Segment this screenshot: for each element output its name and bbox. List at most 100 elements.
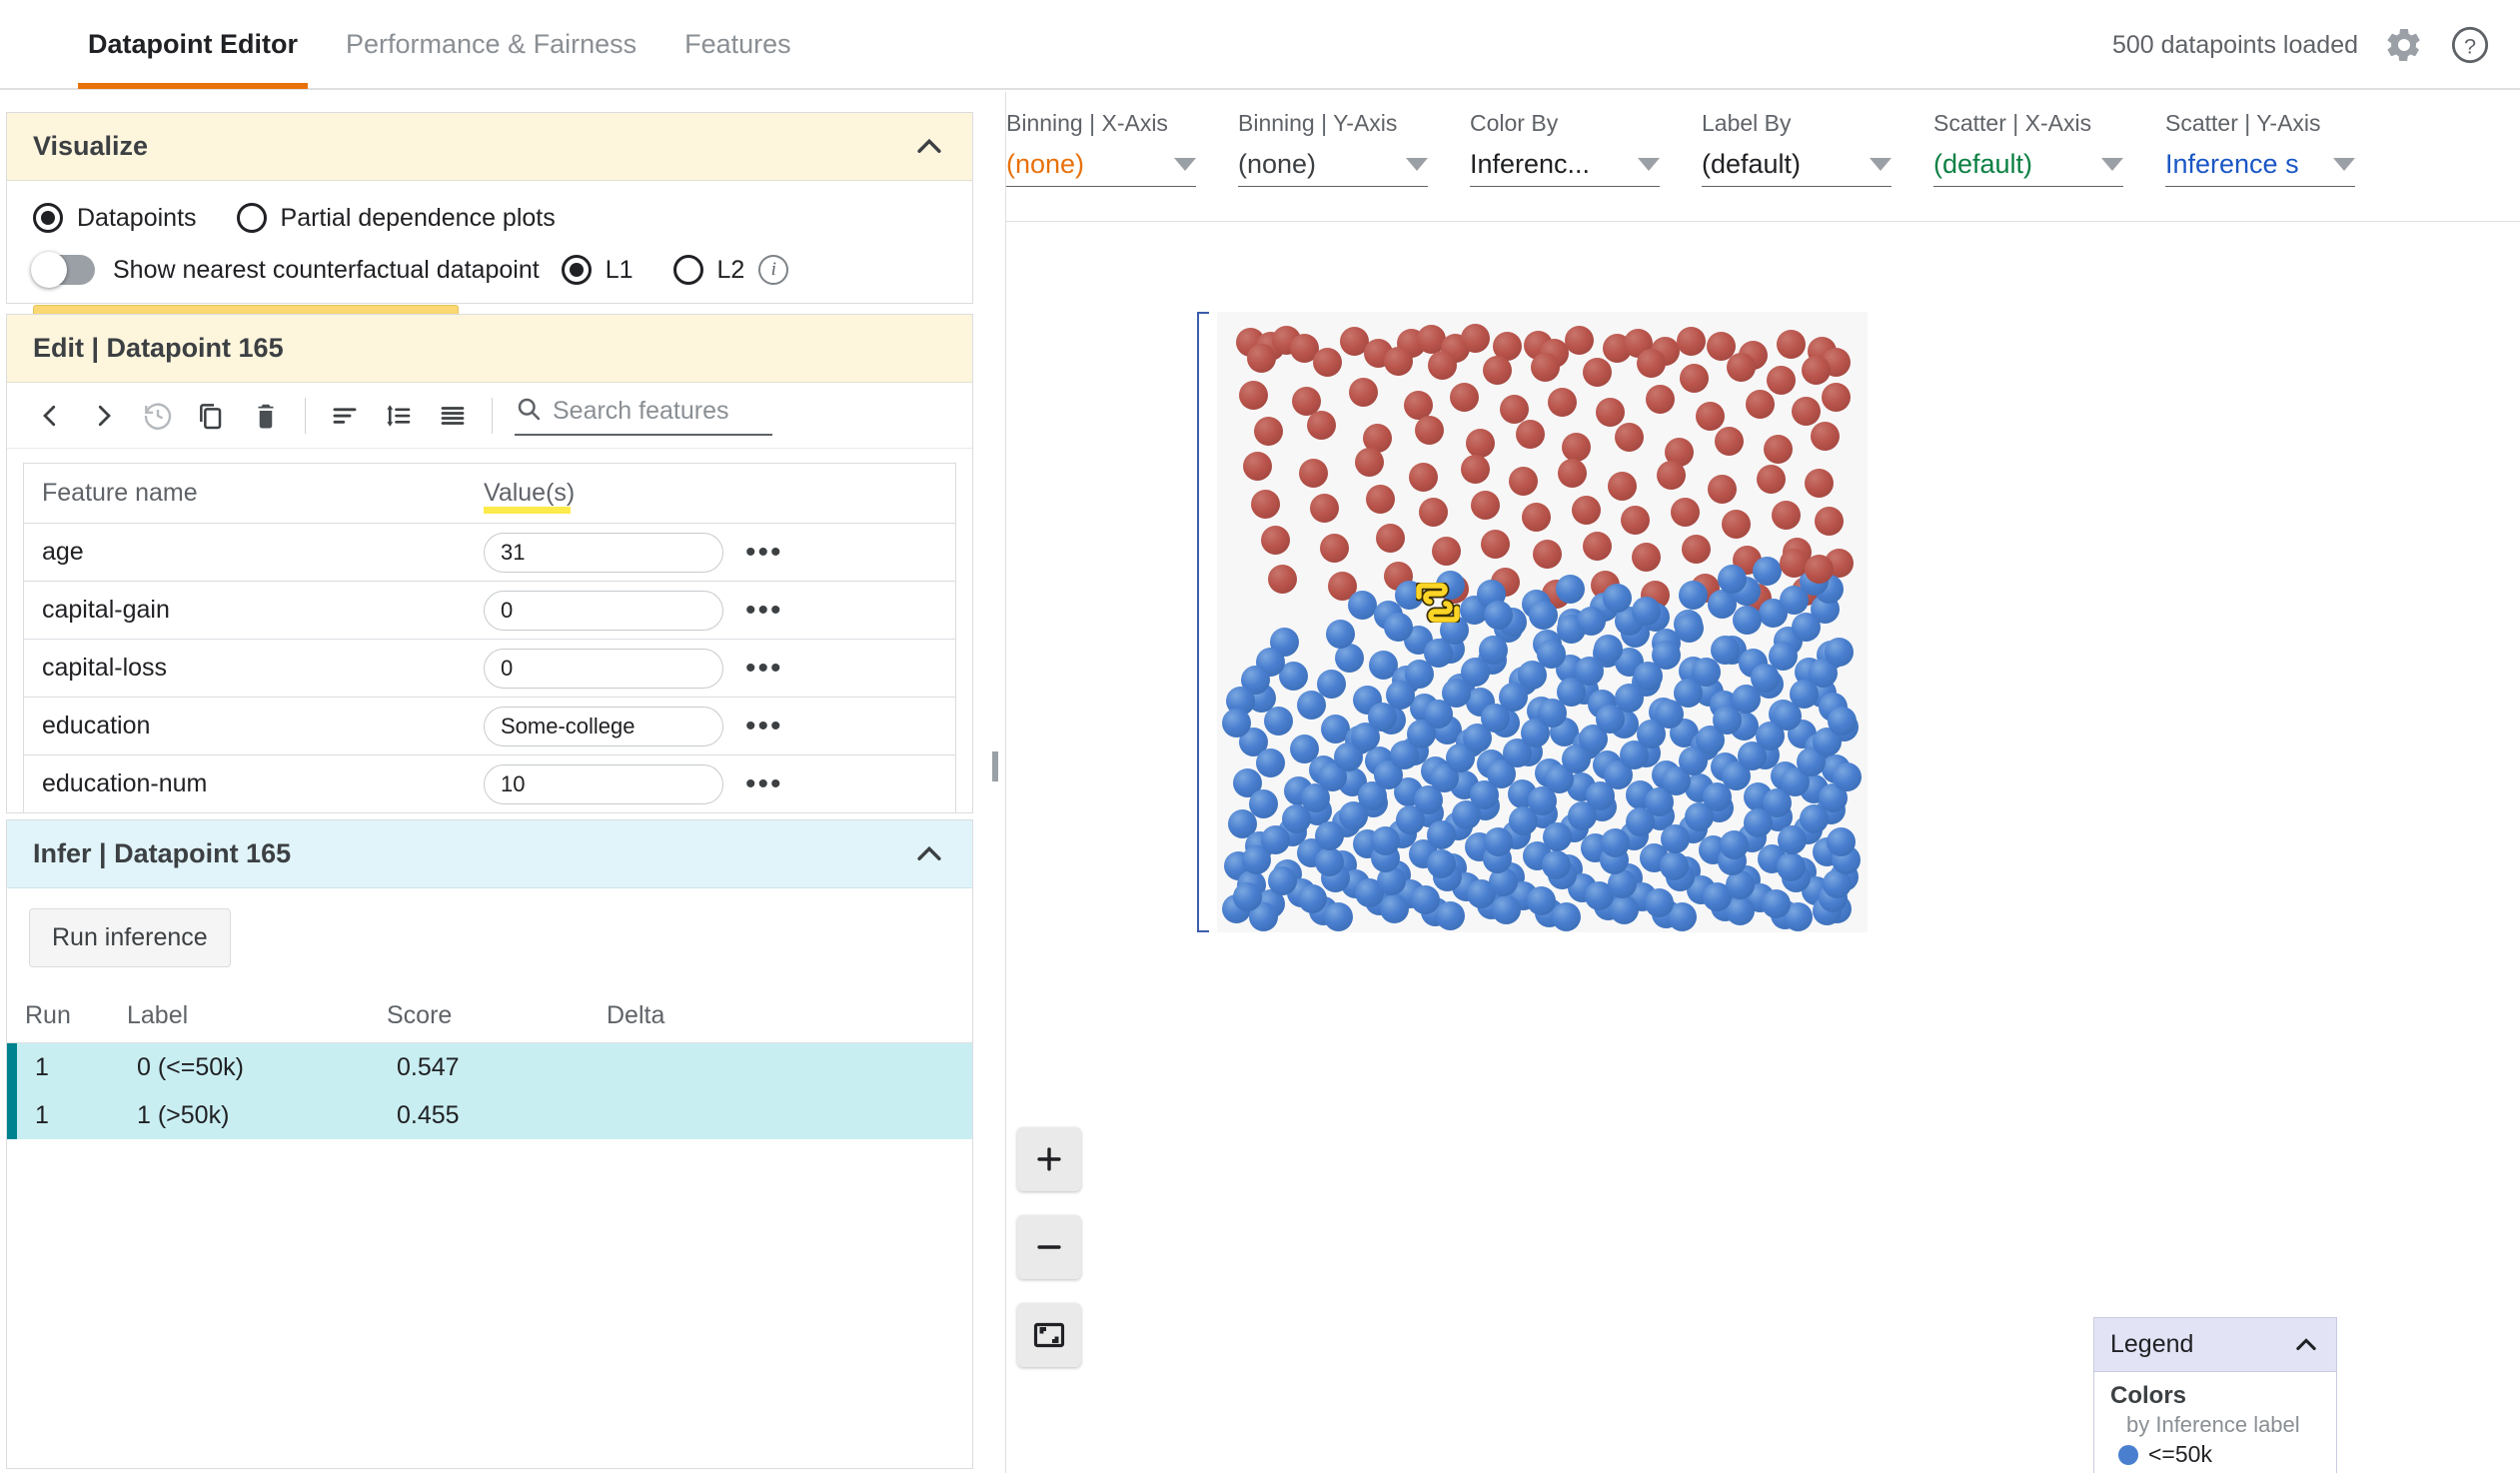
- scatter-point[interactable]: [1450, 383, 1480, 413]
- scatter-point[interactable]: [1804, 468, 1834, 498]
- scatter-point[interactable]: [1593, 635, 1623, 665]
- scatter-plot-area[interactable]: [1217, 312, 1868, 932]
- selected-datapoint-marker[interactable]: [1414, 581, 1462, 625]
- infer-header[interactable]: Infer | Datapoint 165: [7, 820, 972, 888]
- fit-to-screen-icon[interactable]: [1017, 1303, 1081, 1367]
- tab-datapoint-editor[interactable]: Datapoint Editor: [64, 0, 322, 89]
- legend-entry[interactable]: <=50k: [2110, 1441, 2320, 1468]
- overflow-menu-icon[interactable]: •••: [745, 593, 783, 627]
- sort-short-icon[interactable]: [318, 389, 372, 443]
- delete-datapoint-icon[interactable]: [239, 389, 293, 443]
- scatter-point[interactable]: [1804, 554, 1834, 584]
- scatter-point[interactable]: [1767, 366, 1797, 396]
- select-color-by[interactable]: Inferenc...: [1470, 149, 1660, 187]
- scatter-point[interactable]: [1727, 353, 1757, 383]
- feature-value-input[interactable]: 10: [484, 763, 723, 804]
- scatter-point[interactable]: [1733, 605, 1763, 635]
- search-input[interactable]: [553, 397, 772, 426]
- scatter-point[interactable]: [1811, 421, 1840, 451]
- scatter-point[interactable]: [1435, 901, 1465, 931]
- search-features-box[interactable]: [515, 395, 772, 436]
- scatter-point[interactable]: [1491, 894, 1521, 924]
- overflow-menu-icon[interactable]: •••: [745, 535, 783, 569]
- scatter-point[interactable]: [1596, 397, 1626, 427]
- scatter-point[interactable]: [1644, 887, 1674, 917]
- radio-l2[interactable]: [672, 255, 703, 285]
- tab-performance-fairness[interactable]: Performance & Fairness: [322, 0, 660, 89]
- scatter-point[interactable]: [1659, 850, 1689, 880]
- scatter-point[interactable]: [1801, 356, 1831, 386]
- scatter-point[interactable]: [1315, 846, 1345, 876]
- scatter-point[interactable]: [1632, 542, 1662, 572]
- scatter-point[interactable]: [1427, 820, 1457, 850]
- scatter-point[interactable]: [1776, 852, 1806, 882]
- counterfactual-toggle[interactable]: [31, 252, 95, 288]
- scatter-point[interactable]: [1366, 484, 1396, 514]
- scatter-point[interactable]: [1582, 532, 1612, 562]
- previous-datapoint-icon[interactable]: [23, 389, 77, 443]
- sort-full-icon[interactable]: [426, 389, 480, 443]
- select-binning-y-axis[interactable]: (none): [1238, 149, 1428, 187]
- scatter-point[interactable]: [1565, 326, 1595, 356]
- scatter-point[interactable]: [1615, 423, 1645, 453]
- scatter-point[interactable]: [1319, 534, 1349, 563]
- scatter-point[interactable]: [1268, 565, 1297, 595]
- chevron-down-icon[interactable]: [1870, 158, 1891, 171]
- select-scatter-y-axis[interactable]: Inference s: [2165, 149, 2355, 187]
- radio-partial-dependence-plots[interactable]: [236, 203, 267, 233]
- scatter-point[interactable]: [1678, 581, 1708, 611]
- overflow-menu-icon[interactable]: •••: [745, 709, 783, 742]
- select-label-by[interactable]: (default): [1702, 149, 1891, 187]
- scatter-point[interactable]: [1408, 462, 1438, 492]
- scatter-point[interactable]: [1263, 707, 1293, 736]
- select-binning-x-axis[interactable]: (none): [1006, 149, 1196, 187]
- scatter-point[interactable]: [1260, 824, 1290, 854]
- scatter-point[interactable]: [1254, 417, 1284, 447]
- scatter-point[interactable]: [1460, 455, 1490, 485]
- scatter-point[interactable]: [1403, 391, 1433, 421]
- scatter-point[interactable]: [1825, 637, 1855, 667]
- scatter-point[interactable]: [1297, 884, 1327, 914]
- scatter-point[interactable]: [1610, 895, 1640, 925]
- scatter-point[interactable]: [1607, 471, 1637, 501]
- chevron-up-icon[interactable]: [912, 837, 946, 871]
- scatter-point[interactable]: [1299, 458, 1329, 488]
- feature-value-input[interactable]: Some-college: [484, 706, 723, 746]
- radio-l1[interactable]: [561, 255, 592, 285]
- scatter-point[interactable]: [1815, 507, 1845, 537]
- scatter-point[interactable]: [1636, 348, 1666, 378]
- scatter-point[interactable]: [1779, 548, 1809, 578]
- scatter-point[interactable]: [1414, 415, 1444, 445]
- scatter-point[interactable]: [1470, 490, 1500, 520]
- scatter-point[interactable]: [1243, 452, 1273, 482]
- scatter-point[interactable]: [1601, 828, 1631, 858]
- scatter-point[interactable]: [1571, 495, 1601, 525]
- scatter-point[interactable]: [1576, 606, 1606, 636]
- radio-datapoints[interactable]: [33, 203, 63, 233]
- scatter-point[interactable]: [1484, 600, 1514, 630]
- scatter-point[interactable]: [1791, 612, 1821, 642]
- edit-header[interactable]: Edit | Datapoint 165: [7, 315, 972, 383]
- scatter-point[interactable]: [1296, 690, 1326, 720]
- chevron-up-icon[interactable]: [2292, 1331, 2320, 1359]
- scatter-point[interactable]: [1347, 591, 1377, 621]
- scatter-point[interactable]: [1671, 497, 1701, 527]
- tab-features[interactable]: Features: [660, 0, 815, 89]
- scatter-point[interactable]: [1232, 882, 1262, 912]
- scatter-point[interactable]: [1431, 536, 1461, 566]
- scatter-point[interactable]: [1479, 636, 1509, 666]
- scatter-point[interactable]: [1238, 380, 1268, 410]
- scatter-point[interactable]: [1792, 396, 1822, 426]
- scatter-point[interactable]: [1756, 464, 1786, 494]
- chevron-down-icon[interactable]: [2333, 158, 2355, 171]
- scatter-point[interactable]: [1695, 401, 1725, 431]
- scatter-point[interactable]: [1776, 330, 1806, 360]
- zoom-in-icon[interactable]: [1017, 1127, 1081, 1191]
- scatter-point[interactable]: [1307, 410, 1337, 440]
- scatter-point[interactable]: [1555, 575, 1585, 605]
- scatter-point[interactable]: [1536, 639, 1566, 669]
- scatter-point[interactable]: [1484, 827, 1514, 857]
- scatter-point[interactable]: [1255, 747, 1285, 777]
- scatter-point[interactable]: [1722, 510, 1752, 540]
- scatter-point[interactable]: [1531, 352, 1561, 382]
